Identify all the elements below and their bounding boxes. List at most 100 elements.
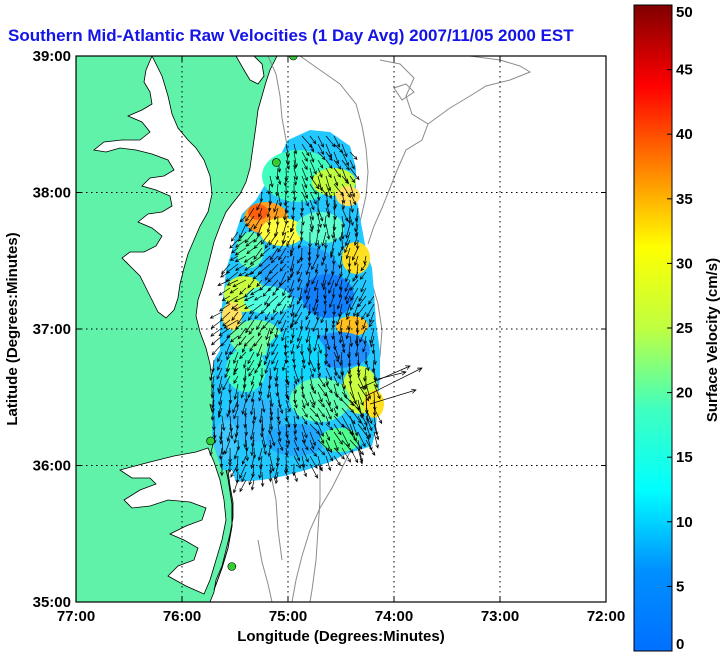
velocity-arrow [281, 359, 287, 372]
velocity-arrow [233, 407, 239, 420]
velocity-arrow [301, 399, 306, 409]
velocity-arrow [258, 463, 263, 480]
velocity-arrow [333, 423, 342, 436]
velocity-arrow [237, 311, 247, 325]
velocity-arrow [301, 407, 308, 418]
velocity-arrow [244, 271, 255, 277]
velocity-arrow [245, 215, 255, 227]
velocity-arrow [325, 175, 332, 192]
velocity-arrow [254, 359, 263, 374]
velocity-arrow [264, 239, 271, 249]
velocity-arrow [218, 391, 223, 406]
velocity-arrow [333, 439, 339, 452]
velocity-arrow [333, 175, 339, 187]
x-tick-label: 76:00 [163, 608, 201, 625]
velocity-arrow [232, 279, 247, 288]
velocity-arrow [344, 231, 351, 247]
velocity-arrow [272, 287, 279, 297]
velocity-arrow [258, 207, 263, 218]
velocity-arrow [325, 447, 334, 462]
velocity-arrow [229, 287, 239, 294]
x-tick: 74:00 [375, 56, 413, 625]
velocity-arrow [292, 159, 297, 170]
velocity-arrow [309, 199, 315, 211]
velocity-arrow [253, 335, 263, 347]
x-tick-label: 77:00 [57, 608, 95, 625]
velocity-arrow [312, 295, 319, 312]
colorbar-tick-label: 5 [676, 578, 684, 595]
velocity-arrow [290, 223, 295, 233]
velocity-arrow [341, 215, 346, 229]
velocity-arrow [258, 407, 263, 424]
velocity-arrow [247, 351, 255, 365]
velocity-arrow [271, 343, 279, 356]
colorbar-tick-label: 50 [676, 4, 693, 21]
velocity-arrow [339, 231, 343, 242]
velocity-arrow [341, 447, 351, 463]
velocity-arrow [362, 343, 367, 353]
y-axis-label: Latitude (Degrees:Minutes) [4, 232, 21, 425]
velocity-arrow [243, 295, 255, 301]
velocity-arrow [317, 383, 327, 397]
velocity-arrow [287, 271, 295, 282]
velocity-arrow [333, 143, 344, 153]
velocity-arrow [373, 423, 380, 441]
velocity-arrow [241, 455, 247, 465]
velocity-arrow [317, 167, 323, 178]
velocity-arrow [341, 335, 346, 348]
velocity-arrow [338, 247, 343, 257]
velocity-arrow [309, 191, 317, 205]
velocity-arrow [233, 383, 239, 400]
velocity-arrow [301, 439, 309, 451]
velocity-arrow [261, 431, 267, 449]
velocity-arrow [284, 351, 289, 364]
velocity-arrow [283, 463, 288, 475]
velocity-arrow [225, 295, 239, 304]
velocity-arrow [249, 255, 263, 265]
colorbar-tick-label: 25 [676, 320, 693, 337]
velocity-arrow [309, 175, 320, 190]
velocity-arrow [309, 143, 314, 153]
velocity-arrow [217, 375, 223, 393]
velocity-arrow [309, 159, 317, 175]
velocity-arrow [221, 263, 231, 275]
velocity-arrow [273, 199, 279, 213]
velocity-arrow [333, 431, 343, 445]
velocity-arrow [338, 255, 343, 270]
velocity-arrow [251, 415, 256, 425]
velocity-arrow [336, 311, 343, 326]
velocity-arrow [345, 327, 351, 340]
velocity-arrow [369, 388, 417, 405]
velocity-arrow [366, 303, 375, 318]
velocity-arrow [225, 359, 231, 373]
velocity-arrow [284, 447, 289, 457]
velocity-arrow [345, 271, 351, 283]
colorbar-tick: 35 [667, 191, 693, 208]
velocity-arrow [293, 471, 298, 483]
velocity-arrow [210, 327, 223, 337]
velocity-arrow [323, 215, 327, 229]
velocity-arrow [314, 263, 319, 274]
velocity-arrow [245, 447, 250, 462]
velocity-arrow [250, 479, 255, 491]
velocity-arrow [235, 391, 240, 409]
velocity-arrow [301, 215, 305, 226]
velocity-arrow [269, 391, 274, 408]
velocity-arrow [272, 239, 279, 250]
velocity-arrow [293, 399, 298, 409]
velocity-arrow [294, 311, 303, 325]
velocity-arrow [325, 415, 330, 426]
velocity-arrow [224, 439, 231, 455]
velocity-arrow [289, 319, 295, 329]
velocity-arrow [309, 447, 318, 457]
velocity-arrow [313, 335, 319, 352]
velocity-arrow [368, 319, 375, 328]
velocity-arrow [301, 159, 308, 171]
velocity-arrow [349, 183, 356, 198]
x-tick: 76:00 [163, 56, 201, 625]
velocity-arrow [228, 391, 233, 405]
velocity-arrow [325, 359, 331, 368]
velocity-arrow [341, 175, 350, 185]
velocity-arrow [277, 431, 282, 443]
colorbar-tick-label: 10 [676, 514, 693, 531]
